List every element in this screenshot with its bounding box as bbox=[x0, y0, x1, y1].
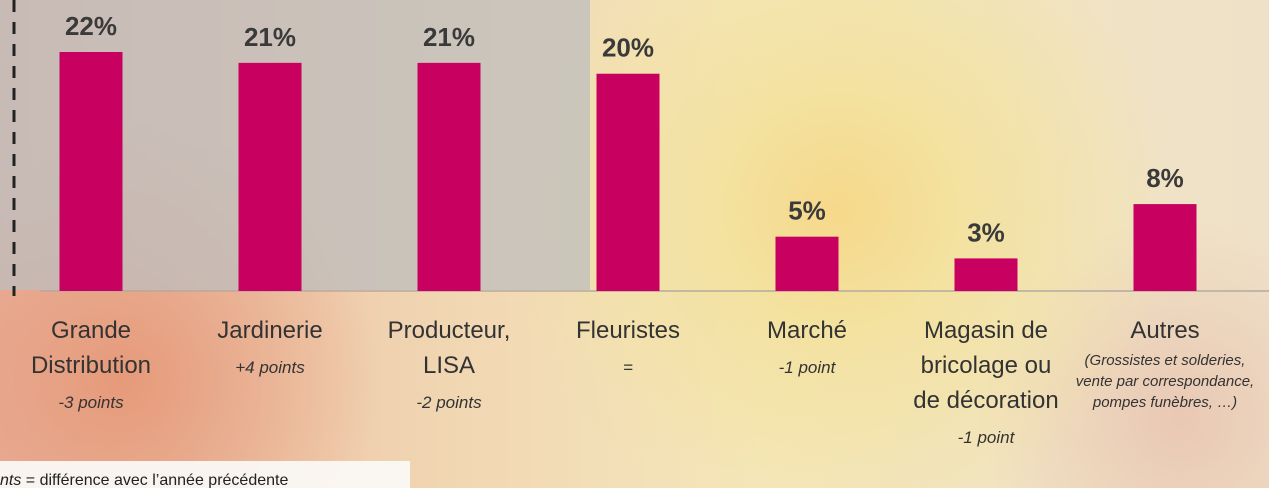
bar bbox=[776, 237, 839, 291]
category-column: Marché -1 point bbox=[717, 313, 897, 378]
category-column: Magasin de bricolage ou de décoration -1 … bbox=[896, 313, 1076, 448]
change-note: -1 point bbox=[896, 428, 1076, 448]
category-column: Grande Distribution -3 points bbox=[1, 313, 181, 413]
category-label: Magasin de bricolage ou de décoration bbox=[905, 313, 1067, 418]
chart: 22% 21% 21% 20% 5% 3% 8% bbox=[0, 0, 1269, 488]
category-column: Fleuristes = bbox=[538, 313, 718, 378]
change-note: +4 points bbox=[180, 358, 360, 378]
footnote-key: nts bbox=[0, 472, 21, 488]
category-column: Jardinerie +4 points bbox=[180, 313, 360, 378]
category-label: Marché bbox=[767, 313, 847, 348]
bar bbox=[597, 74, 660, 291]
value-label: 22% bbox=[65, 11, 117, 41]
category-column: Producteur, LISA -2 points bbox=[359, 313, 539, 413]
bar bbox=[418, 63, 481, 291]
bar bbox=[955, 258, 1018, 291]
category-label: Grande Distribution bbox=[10, 313, 172, 383]
category-column: Autres(Grossistes et solderies, vente pa… bbox=[1075, 313, 1255, 413]
value-label: 21% bbox=[423, 22, 475, 52]
value-label: 20% bbox=[602, 33, 654, 63]
value-label: 8% bbox=[1146, 163, 1184, 193]
change-note: = bbox=[538, 358, 718, 378]
category-label: Fleuristes bbox=[576, 313, 680, 348]
footnote-text: = différence avec l’année précédente bbox=[21, 472, 288, 488]
value-label: 3% bbox=[967, 217, 1005, 247]
category-label: Jardinerie bbox=[217, 313, 322, 348]
change-note: (Grossistes et solderies, vente par corr… bbox=[1075, 350, 1255, 413]
footnote: nts = différence avec l’année précédente bbox=[0, 461, 410, 488]
change-note: -2 points bbox=[359, 393, 539, 413]
bar bbox=[60, 52, 123, 291]
bar bbox=[239, 63, 302, 291]
value-label: 5% bbox=[788, 196, 826, 226]
slide: 22% 21% 21% 20% 5% 3% 8% nts = différence avec… bbox=[0, 0, 1269, 488]
category-label: Autres bbox=[1130, 313, 1199, 348]
value-label: 21% bbox=[244, 22, 296, 52]
change-note: -3 points bbox=[1, 393, 181, 413]
change-note: -1 point bbox=[717, 358, 897, 378]
category-label: Producteur, LISA bbox=[368, 313, 530, 383]
bar bbox=[1134, 204, 1197, 291]
